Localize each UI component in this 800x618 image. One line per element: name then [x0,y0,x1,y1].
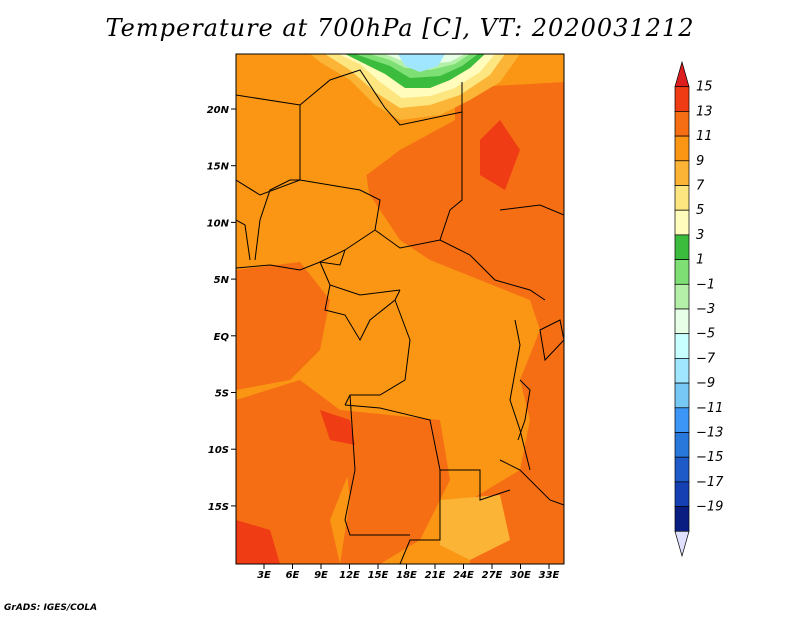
colorbar-segment [674,160,690,186]
colorbar-label: −5 [696,327,715,342]
map-frame [235,53,565,565]
colorbar-label: 3 [696,228,704,243]
lon-tick-label: 24E [453,570,474,581]
colorbar-label: −13 [696,426,723,441]
colorbar-label: 11 [696,129,713,144]
lon-tick-label: 6E [286,570,300,581]
lat-tick-label: 5S [215,389,229,400]
colorbar-segment [674,209,690,236]
colorbar-label: −7 [696,351,716,366]
colorbar-segment [674,185,690,211]
colorbar-segment [674,481,690,507]
longitude-axis: 3E 6E 9E 12E 15E 18E 21E 24E 27E 30E 33E [257,564,560,581]
colorbar-segment [674,308,690,335]
lon-tick-label: 30E [510,570,531,581]
grads-credit: GrADS: IGES/COLA [4,603,98,613]
lon-tick-label: 21E [425,570,446,581]
lat-tick-label: 10S [208,445,229,456]
colorbar-segment [674,333,690,359]
colorbar-segment [674,283,690,310]
latitude-axis: 20N 15N 10N 5N EQ 5S 10S 15S [207,105,236,513]
colorbar-segment [674,382,690,409]
colorbar-label: −9 [696,376,715,391]
temperature-field [236,54,564,564]
colorbar-segment [674,234,690,260]
lat-tick-label: EQ [214,332,230,343]
lon-tick-label: 27E [482,570,503,581]
lon-tick-label: 3E [257,570,271,581]
colorbar-label: −11 [696,401,723,416]
lat-tick-label: 20N [207,105,230,116]
colorbar-label: −1 [696,277,715,292]
colorbar-segment [674,86,690,112]
lon-tick-label: 33E [539,570,560,581]
colorbar-cap-top [674,60,690,88]
colorbar-label: 9 [696,154,704,169]
lat-tick-label: 15S [208,502,229,513]
colorbar-segment [674,432,690,458]
colorbar-segment [674,506,690,532]
colorbar-segment [674,259,690,285]
colorbar-label: −3 [696,302,715,317]
colorbar-label: 15 [696,80,713,95]
colorbar-label: 5 [696,203,704,218]
colorbar-label: 7 [696,179,705,194]
colorbar-segment [674,135,690,162]
lat-tick-label: 5N [214,275,230,286]
lon-tick-label: 12E [339,570,360,581]
colorbar-segment [674,407,690,433]
lat-tick-label: 10N [207,218,230,229]
colorbar-segment [674,358,690,384]
lon-tick-label: 9E [314,570,328,581]
chart-title: Temperature at 700hPa [C], VT: 202003121… [105,14,695,42]
colorbar: 15 13 11 9 7 5 3 1 −1 −3 −5 −7 −9 −11 −13 −15 −17 −19 [674,60,724,558]
colorbar-segment [674,456,690,483]
colorbar-label: −15 [696,450,723,465]
colorbar-label: 13 [696,104,713,119]
colorbar-cap-bottom [674,530,690,558]
colorbar-segment [674,111,690,137]
colorbar-label: 1 [696,253,704,268]
lon-tick-label: 18E [396,570,417,581]
colorbar-label: −19 [696,500,723,515]
lon-tick-label: 15E [368,570,389,581]
colorbar-label: −17 [696,475,724,490]
lat-tick-label: 15N [207,162,230,173]
